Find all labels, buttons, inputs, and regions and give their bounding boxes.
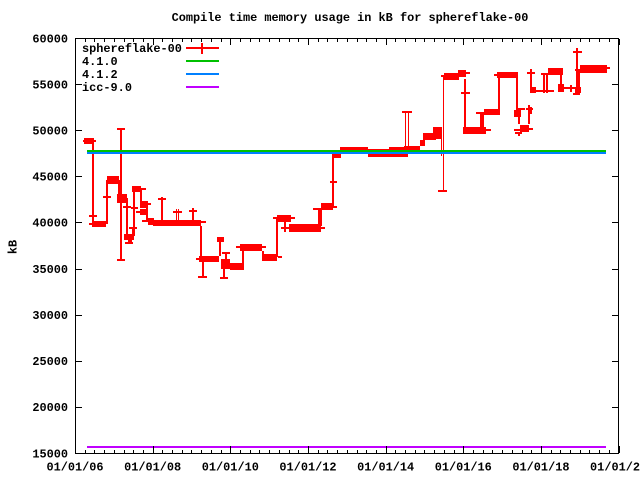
svg-text:50000: 50000: [32, 125, 68, 139]
svg-text:01/01/10: 01/01/10: [202, 460, 259, 474]
svg-text:20000: 20000: [32, 401, 68, 415]
svg-text:40000: 40000: [32, 217, 68, 231]
svg-text:25000: 25000: [32, 355, 68, 369]
svg-text:01/01/12: 01/01/12: [279, 460, 336, 474]
svg-text:4.1.0: 4.1.0: [82, 55, 118, 69]
svg-text:4.1.2: 4.1.2: [82, 68, 118, 82]
svg-text:kB: kB: [7, 240, 21, 254]
svg-text:Compile time memory usage in k: Compile time memory usage in kB for sphe…: [172, 11, 529, 25]
svg-text:60000: 60000: [32, 32, 68, 46]
svg-text:30000: 30000: [32, 309, 68, 323]
svg-text:01/01/20: 01/01/20: [590, 460, 640, 474]
svg-text:55000: 55000: [32, 78, 68, 92]
svg-text:01/01/18: 01/01/18: [512, 460, 569, 474]
svg-text:35000: 35000: [32, 263, 68, 277]
svg-text:01/01/08: 01/01/08: [124, 460, 181, 474]
svg-text:15000: 15000: [32, 447, 68, 461]
svg-text:01/01/14: 01/01/14: [357, 460, 414, 474]
svg-text:icc-9.0: icc-9.0: [82, 81, 132, 95]
svg-text:45000: 45000: [32, 171, 68, 185]
svg-text:01/01/16: 01/01/16: [435, 460, 492, 474]
svg-text:sphereflake-00: sphereflake-00: [82, 42, 182, 56]
svg-text:01/01/06: 01/01/06: [46, 460, 103, 474]
